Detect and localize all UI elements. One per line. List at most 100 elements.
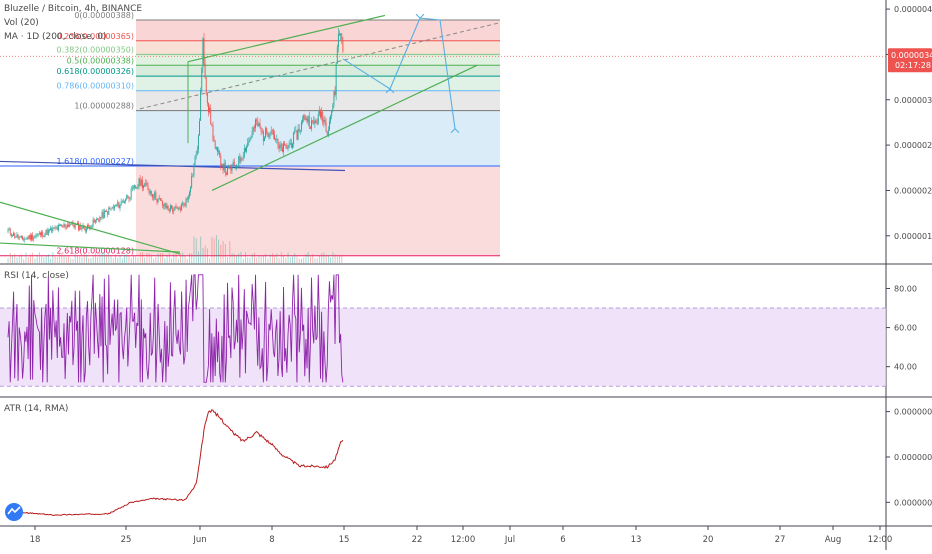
volume-bar (303, 257, 305, 263)
candle-body (191, 176, 193, 188)
volume-bar (128, 255, 130, 263)
volume-bar (175, 253, 177, 263)
candle-body (153, 197, 155, 198)
candle-body (308, 116, 310, 128)
volume-bar (121, 258, 123, 263)
candle-body (300, 121, 302, 131)
candle-body (193, 165, 195, 176)
candle-body (100, 217, 102, 218)
candle-body (19, 236, 21, 238)
candle-body (88, 225, 90, 227)
candle-body (267, 133, 269, 137)
volume-bar (240, 251, 242, 263)
candle-body (157, 198, 159, 203)
candle-body (342, 40, 344, 52)
volume-bar (287, 252, 289, 263)
candle-body (239, 156, 241, 162)
fib-zone-1 (136, 40, 500, 55)
volume-bar (177, 258, 179, 263)
volume-bar (242, 258, 244, 263)
volume-bar (103, 252, 105, 263)
candle-body (244, 148, 246, 152)
volume-bar (271, 253, 273, 263)
volume-bar (218, 239, 220, 263)
candle-body (220, 156, 222, 166)
candle-body (202, 38, 204, 68)
candle-body (126, 195, 128, 200)
candle-body (233, 162, 235, 166)
candle-body (194, 156, 196, 166)
volume-bar (32, 252, 34, 263)
rsi-band (0, 308, 886, 387)
candle-body (45, 229, 47, 234)
candle-body (93, 219, 95, 223)
volume-bar (162, 253, 164, 263)
volume-bar (148, 253, 150, 263)
candle-body (306, 118, 308, 123)
candle-body (276, 138, 278, 141)
volume-bar (110, 256, 112, 263)
candle-body (70, 224, 72, 226)
candle-body (205, 77, 207, 93)
candle-body (181, 204, 183, 211)
candle-body (280, 144, 282, 148)
candle-body (287, 147, 289, 149)
candle-body (200, 90, 202, 121)
candle-body (341, 33, 343, 41)
price-tick-label: 0.00000400 (894, 5, 932, 14)
candle-body (330, 115, 332, 121)
candle-body (44, 233, 46, 237)
projection-arrowhead (415, 13, 425, 19)
volume-bar (7, 258, 9, 263)
volume-bar (276, 253, 278, 263)
candle-body (305, 118, 307, 120)
candle-body (22, 236, 24, 239)
candle-body (223, 163, 225, 171)
candle-body (102, 212, 104, 219)
volume-bar (296, 256, 298, 263)
volume-bar (52, 252, 54, 263)
candle-body (240, 158, 242, 162)
price-badge-countdown: 02:17:28 (895, 61, 931, 70)
candle-body (174, 206, 176, 211)
candle-body (101, 212, 103, 218)
volume-bar (222, 240, 224, 263)
candle-body (236, 166, 237, 168)
candle-body (289, 143, 291, 145)
candle-body (259, 123, 261, 128)
candle-body (92, 219, 94, 226)
candle-body (158, 198, 160, 199)
volume-bar (236, 256, 237, 263)
candle-body (339, 33, 340, 36)
volume-bar (126, 254, 128, 263)
candle-body (261, 131, 263, 133)
volume-bar (94, 252, 96, 263)
time-tick-label: 15 (339, 535, 350, 545)
candle-body (246, 146, 248, 152)
volume-bar (124, 254, 125, 263)
volume-bar (323, 252, 325, 263)
candle-body (298, 128, 300, 132)
candle-body (279, 144, 281, 149)
volume-bar (112, 258, 114, 263)
volume-bar (77, 255, 78, 263)
candle-body (252, 127, 254, 132)
candle-body (285, 144, 287, 146)
candle-body (283, 143, 284, 152)
candle-body (177, 207, 179, 209)
candle-body (231, 165, 233, 171)
candle-body (120, 201, 122, 206)
volume-legend: Vol (20) (4, 18, 39, 28)
candle-body (201, 67, 203, 91)
candle-body (180, 208, 181, 211)
volume-bar (88, 258, 90, 263)
rsi-title: RSI (14, close) (4, 271, 69, 281)
candle-body (275, 139, 277, 141)
time-tick-label: 20 (703, 535, 714, 545)
volume-bar (251, 254, 253, 263)
candle-body (68, 224, 69, 227)
candle-body (175, 206, 177, 208)
candle-body (55, 227, 57, 229)
